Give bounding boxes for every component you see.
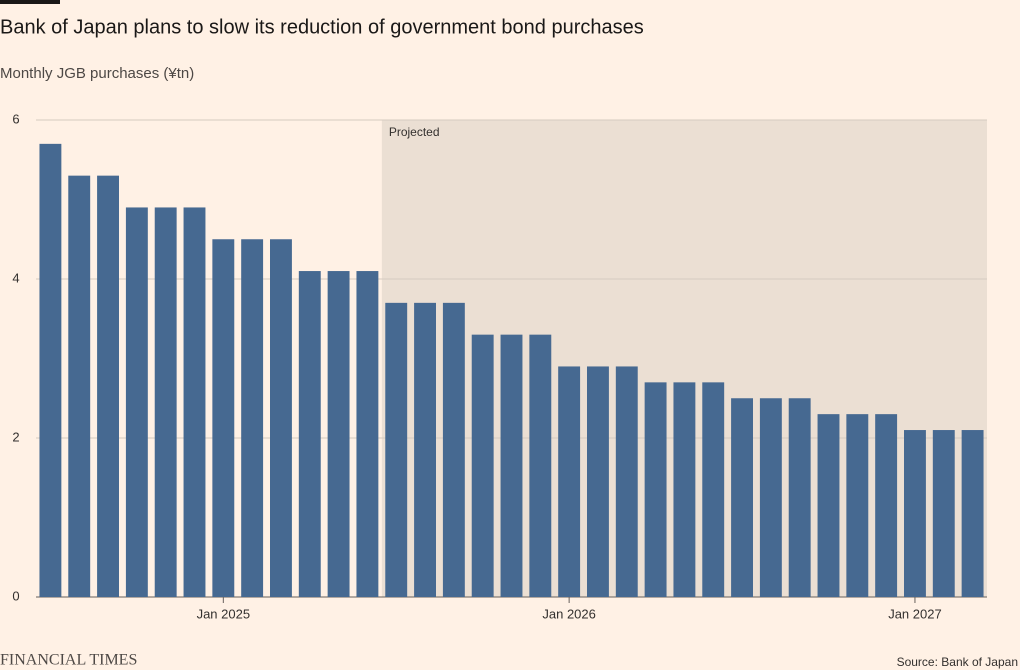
bar: [644, 382, 667, 597]
chart-subtitle: Monthly JGB purchases (¥tn): [0, 65, 194, 82]
bar: [39, 143, 62, 597]
y-tick-label: 0: [12, 588, 19, 603]
bar: [212, 239, 235, 597]
bar: [442, 302, 465, 597]
y-tick-label: 2: [12, 429, 19, 444]
bar: [904, 430, 926, 597]
bar: [270, 239, 292, 597]
x-tick-label: Jan 2026: [542, 606, 596, 621]
bar: [615, 366, 638, 597]
bar: [817, 414, 840, 597]
bar: [932, 430, 955, 597]
bar: [788, 398, 811, 597]
bar: [68, 175, 91, 597]
bar: [673, 382, 696, 597]
chart-title: Bank of Japan plans to slow its reductio…: [0, 16, 644, 38]
bar: [385, 302, 408, 597]
bar: [846, 414, 869, 597]
bar: [241, 239, 264, 597]
bar: [154, 207, 177, 597]
bar: [731, 398, 753, 597]
x-tick-label: Jan 2025: [197, 606, 251, 621]
y-tick-label: 6: [12, 111, 19, 126]
projected-label: Projected: [389, 125, 440, 139]
bar: [875, 414, 898, 597]
bar: [961, 430, 984, 597]
bar: [356, 271, 379, 597]
bar: [298, 271, 321, 597]
bar: [125, 207, 148, 597]
bar: [500, 334, 523, 597]
bar: [183, 207, 206, 597]
bar: [327, 271, 350, 597]
x-tick-label: Jan 2027: [888, 606, 942, 621]
bar: [414, 302, 436, 597]
bar: [97, 175, 119, 597]
bar: [587, 366, 609, 597]
brand: FINANCIAL TIMES: [0, 652, 137, 669]
y-tick-label: 4: [12, 270, 19, 285]
bar: [558, 366, 581, 597]
source: Source: Bank of Japan: [897, 655, 1018, 669]
bar: [471, 334, 494, 597]
brand-bar: [0, 0, 60, 4]
bar: [702, 382, 725, 597]
bar: [759, 398, 782, 597]
bar: [529, 334, 552, 597]
